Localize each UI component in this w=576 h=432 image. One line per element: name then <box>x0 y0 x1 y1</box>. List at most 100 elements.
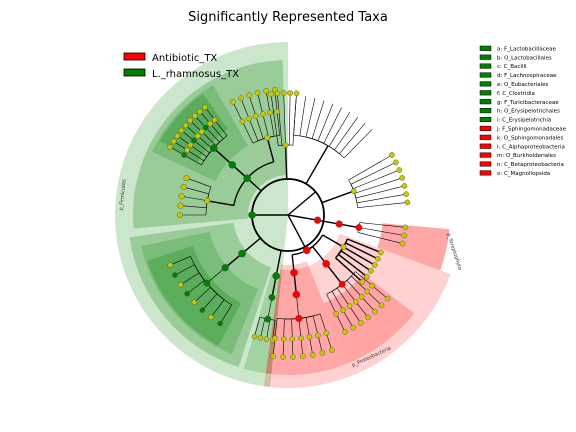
tree-node <box>393 159 399 166</box>
key-swatch <box>479 152 492 158</box>
key-label: d: F_Lachnospiraceae <box>497 73 557 79</box>
tree-node <box>177 282 184 288</box>
tree-node <box>295 314 303 323</box>
tree-node <box>340 243 347 250</box>
proteobacteria-shade <box>263 233 451 388</box>
tree-node <box>293 90 300 97</box>
tree-node <box>342 329 348 335</box>
tree-edge <box>355 301 369 318</box>
tree-node <box>187 117 193 124</box>
tree-node <box>290 354 296 360</box>
key-swatch <box>479 63 492 69</box>
tree-node <box>178 127 185 134</box>
key-label: l: C_Alphaproteobacteria <box>497 144 565 150</box>
tree-node <box>217 320 223 327</box>
legend-swatch-antibiotic <box>123 52 146 61</box>
tree-node <box>280 90 287 96</box>
tree-edge <box>349 306 361 323</box>
tree-node <box>396 167 403 173</box>
tree-node <box>369 282 376 289</box>
tree-node <box>290 268 298 277</box>
tree-edge <box>292 338 294 357</box>
tree-node <box>399 175 405 181</box>
tree-node <box>191 137 197 144</box>
biomarker-key: a: F_Lactobacillaceae b: O_Lactobacillale… <box>479 45 567 177</box>
tree-edge <box>232 101 243 122</box>
tree-node <box>384 295 391 302</box>
tree-edge <box>283 93 286 146</box>
key-swatch <box>479 81 492 87</box>
tree-node <box>364 273 370 280</box>
tree-node <box>323 330 330 336</box>
key-label: m: O_Burkholderiales <box>497 153 556 159</box>
tree-node <box>243 174 251 182</box>
streptophyta-shade <box>377 223 450 271</box>
tree-node <box>399 240 406 247</box>
tree-node <box>260 111 266 117</box>
tree-nodes <box>167 86 411 360</box>
tree-edge <box>327 111 351 147</box>
tree-node <box>280 354 286 360</box>
tree-edge <box>287 214 308 251</box>
eubacteriales-shade <box>141 231 259 355</box>
tree-node <box>267 109 273 116</box>
tree-edge <box>309 337 313 355</box>
tree-edge <box>284 145 317 193</box>
key-swatch <box>479 108 492 114</box>
tree-node <box>180 184 187 191</box>
tree-node <box>167 262 173 268</box>
tree-node <box>211 117 218 123</box>
tree-node <box>246 115 252 122</box>
firmicutes-shade <box>115 42 289 388</box>
tree-node <box>319 349 326 356</box>
tree-node <box>253 113 259 119</box>
key-label: b: O_Lactobacillales <box>497 55 552 61</box>
tree-node <box>248 211 256 219</box>
key-label: n: C_Betaproteobacteria <box>497 162 564 168</box>
tree-node <box>300 353 306 360</box>
tree-node <box>402 224 409 231</box>
tree-node <box>172 272 178 278</box>
tree-node <box>192 113 198 119</box>
tree-edge <box>240 98 250 119</box>
tree-edge <box>265 90 271 113</box>
tree-node <box>389 152 395 158</box>
tree-edge <box>366 291 382 306</box>
tree-edge <box>353 190 408 208</box>
tree-node <box>251 333 258 340</box>
tree-node <box>403 191 409 197</box>
tree-node <box>246 92 252 98</box>
key-label: o: C_Magnoliopsida <box>497 171 550 177</box>
tree-node <box>372 308 378 315</box>
tree-edge <box>358 227 405 236</box>
tree-edge <box>317 335 323 353</box>
tree-node <box>254 89 261 96</box>
tree-node <box>184 147 190 153</box>
tree-node <box>221 264 229 272</box>
tree-node <box>174 133 181 139</box>
tree-node <box>335 220 343 228</box>
key-label: a: F_Lactobacillaceae <box>497 46 556 52</box>
tree-node <box>229 98 236 105</box>
tree-node <box>268 91 274 97</box>
tree-node <box>280 336 287 342</box>
tree-node <box>355 224 363 231</box>
tree-edge <box>206 267 226 284</box>
tree-edge <box>372 285 388 299</box>
tree-node <box>401 232 408 239</box>
tree-node <box>350 188 357 194</box>
tree-node <box>264 134 271 141</box>
tree-node <box>375 256 381 262</box>
tree-node <box>378 302 385 309</box>
key-label: h: O_Erysipelotrichales <box>497 109 560 115</box>
tree-node <box>178 193 185 200</box>
lachnospiraceae-shade <box>147 245 242 346</box>
tree-edge <box>305 98 329 146</box>
tree-node <box>371 262 378 268</box>
tree-node <box>257 335 264 341</box>
tree-node <box>202 104 208 111</box>
tree-node <box>263 336 270 342</box>
tree-node <box>329 347 335 353</box>
tree-edge <box>326 332 333 351</box>
tree-node <box>204 197 211 204</box>
